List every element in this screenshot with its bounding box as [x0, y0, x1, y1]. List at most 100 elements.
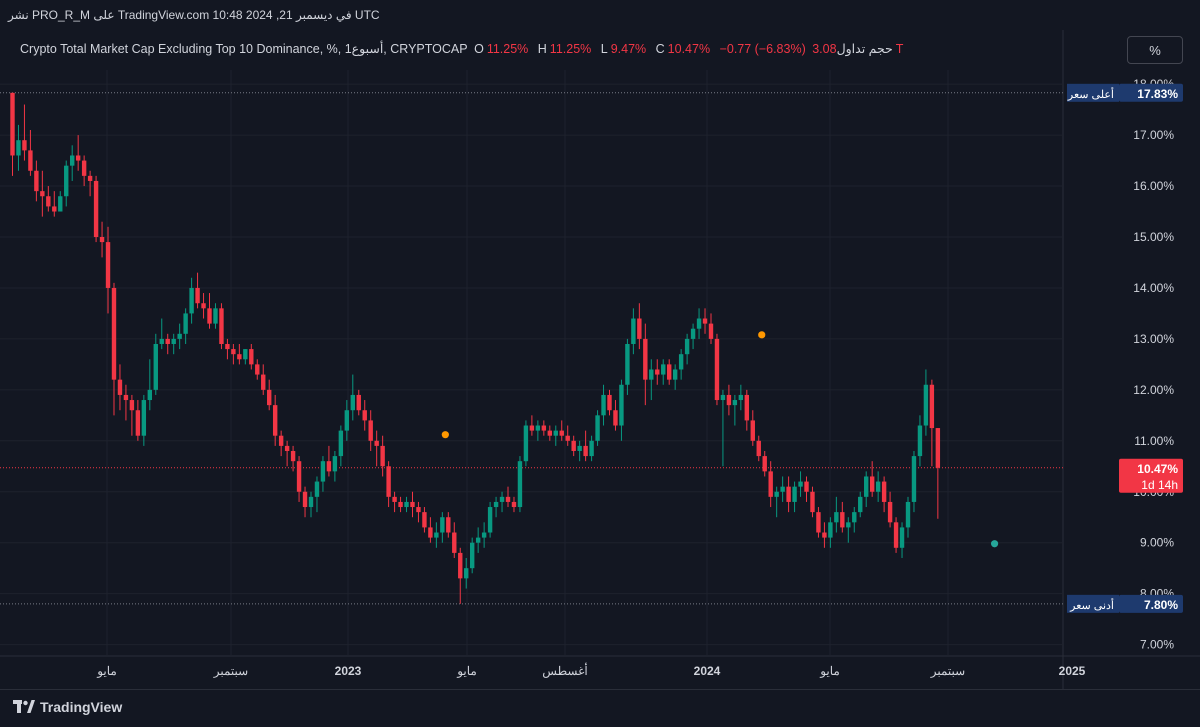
- candle-body: [75, 155, 81, 161]
- candle-body: [559, 430, 564, 436]
- x-tick-label: سبتمبر: [930, 664, 965, 678]
- candle-body: [523, 425, 529, 462]
- y-tick-label: 9.00%: [1140, 536, 1174, 550]
- candle: [929, 379, 935, 467]
- candle: [81, 155, 87, 187]
- change-value: −0.77 (−6.83%): [719, 42, 806, 56]
- last-price-tag: 10.47% 1d 14h: [1119, 458, 1183, 493]
- candle: [261, 364, 266, 395]
- candle-body: [517, 461, 523, 508]
- candle: [464, 557, 469, 589]
- candle: [452, 522, 457, 558]
- candle-body: [458, 552, 463, 579]
- time-axis[interactable]: مايو سبتمبر 2023 مايو أغسطس 2024 مايو سبتمبر 202…: [96, 663, 1085, 678]
- percent-scale-button[interactable]: %: [1127, 36, 1183, 64]
- candle: [840, 501, 845, 533]
- candle-body: [255, 364, 260, 375]
- candle-body: [398, 501, 403, 508]
- candle-body: [183, 313, 188, 334]
- candle: [637, 303, 642, 350]
- candle-body: [547, 430, 552, 436]
- candle-body: [852, 512, 857, 523]
- candle: [696, 308, 702, 339]
- candle-body: [577, 445, 582, 451]
- candle-body: [338, 430, 344, 457]
- high-label-box: [1067, 83, 1119, 102]
- candle: [828, 517, 833, 548]
- low-price-tag: 7.80%: [1119, 594, 1183, 613]
- candle: [153, 333, 158, 395]
- candle: [601, 384, 606, 426]
- candle: [398, 496, 403, 513]
- candle: [816, 507, 821, 538]
- candle: [780, 476, 785, 502]
- candle: [858, 491, 863, 518]
- candle: [613, 400, 618, 431]
- candle-series: [10, 92, 941, 604]
- candle: [738, 384, 744, 411]
- candle: [875, 471, 881, 502]
- candle-body: [141, 400, 147, 436]
- candle: [714, 333, 720, 406]
- candle: [117, 364, 123, 411]
- candle: [595, 410, 600, 446]
- candle-body: [416, 507, 421, 513]
- candle-body: [404, 501, 409, 508]
- x-tick-label: مايو: [456, 664, 477, 678]
- candle-body: [643, 338, 648, 380]
- candle: [881, 476, 887, 513]
- tradingview-logo-icon: [13, 700, 35, 713]
- candle-body: [123, 394, 129, 401]
- candle: [284, 440, 290, 467]
- publish-caption: نشر PRO_R_M على TradingView.com 10:48 20…: [8, 8, 380, 22]
- candle-body: [159, 338, 164, 344]
- footer-bar: TradingView: [0, 689, 1200, 727]
- candle: [434, 522, 439, 548]
- candlestick-chart[interactable]: 7.00%8.00%9.00%10.00%11.00%12.00%13.00%1…: [0, 0, 1200, 689]
- teal-signal-marker: [990, 540, 999, 548]
- candle-body: [756, 440, 761, 457]
- candle: [917, 415, 923, 467]
- candle-body: [428, 527, 433, 538]
- low-price-tag-value: 7.80%: [1144, 598, 1178, 612]
- candle-body: [583, 445, 588, 457]
- candle: [798, 471, 803, 497]
- candle: [887, 491, 893, 528]
- candle-body: [935, 428, 941, 468]
- candle-body: [171, 338, 176, 344]
- candle: [911, 450, 917, 513]
- candle-body: [314, 481, 320, 497]
- candle-body: [446, 517, 451, 533]
- candle: [869, 461, 875, 497]
- candle-body: [481, 532, 487, 538]
- candle: [475, 527, 481, 553]
- price-axis[interactable]: 7.00%8.00%9.00%10.00%11.00%12.00%13.00%1…: [1133, 77, 1174, 651]
- candle: [111, 282, 117, 416]
- candle: [70, 145, 75, 181]
- candle-body: [362, 410, 367, 421]
- candle-body: [261, 374, 266, 390]
- candle: [392, 491, 397, 513]
- candle-body: [225, 343, 230, 350]
- candle: [356, 389, 361, 416]
- candle-body: [87, 175, 93, 181]
- candle: [225, 338, 230, 360]
- candle-body: [846, 522, 851, 528]
- x-tick-label: 2025: [1059, 664, 1086, 678]
- candle: [350, 374, 355, 421]
- candle-body: [690, 328, 696, 339]
- candle-body: [129, 400, 135, 411]
- candle-body: [117, 379, 123, 395]
- orange-signal-marker: [758, 331, 766, 339]
- high-price-tag: 17.83%: [1119, 83, 1183, 102]
- candle-body: [726, 394, 732, 406]
- close-value: C 10.47%: [655, 42, 711, 56]
- candle-body: [219, 308, 224, 344]
- candle: [362, 400, 367, 431]
- candle: [583, 430, 588, 462]
- low-price-tag-box: [1119, 594, 1183, 613]
- tradingview-brand[interactable]: TradingView: [13, 699, 122, 715]
- candle: [374, 430, 379, 467]
- candle: [123, 384, 129, 421]
- candle: [553, 425, 558, 446]
